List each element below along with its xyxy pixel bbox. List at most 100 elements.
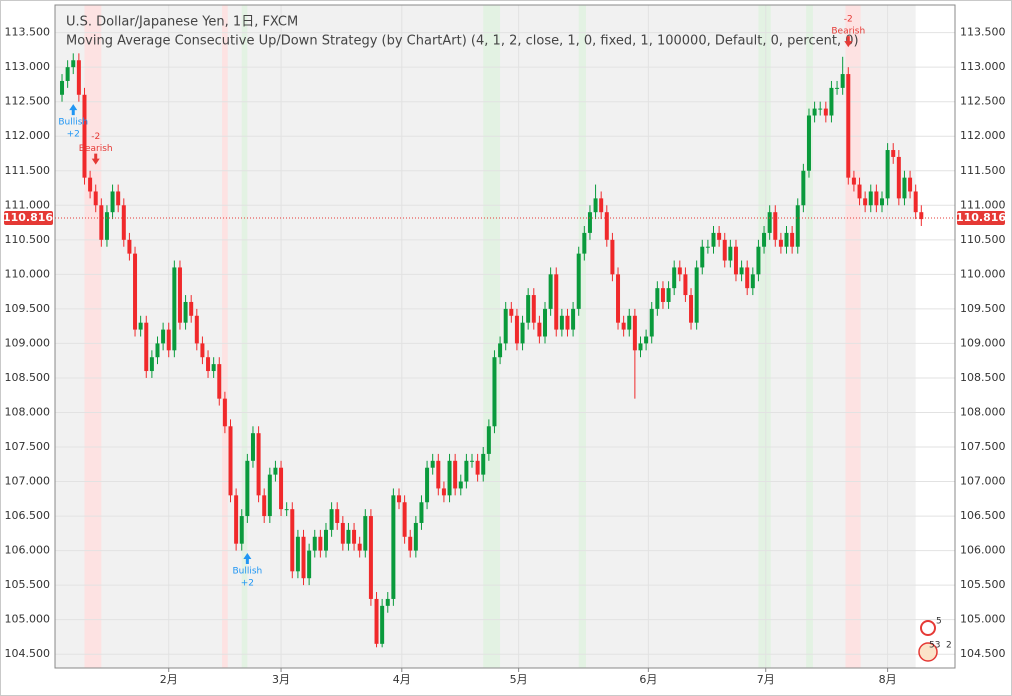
candle-body <box>649 308 654 337</box>
candle-body <box>481 453 486 475</box>
bullish-arrow <box>69 104 78 116</box>
candle-body <box>728 246 733 261</box>
candle-body <box>234 495 239 544</box>
signal-band <box>806 5 813 668</box>
candle-body <box>323 529 328 551</box>
y-tick-label: 109.500 <box>5 302 51 315</box>
y-tick-label: 106.000 <box>5 544 51 557</box>
candle-body <box>335 509 340 523</box>
y-tick-label: 110.500 <box>5 233 51 246</box>
candle-body <box>470 460 475 462</box>
candle-body <box>346 529 351 544</box>
signal-sub: +2 <box>241 578 254 588</box>
signal-band <box>578 5 587 668</box>
candle-body <box>514 315 519 344</box>
candle-body <box>295 536 300 572</box>
candle-body <box>705 246 710 248</box>
candle-body <box>177 267 182 323</box>
candle-body <box>767 212 772 233</box>
candle-body <box>677 267 682 275</box>
candle-body <box>318 536 323 551</box>
candle-body <box>632 315 637 351</box>
signal-label: Bearish <box>79 144 113 154</box>
y-tick-label: 113.000 <box>5 60 51 73</box>
candle-body <box>908 177 913 192</box>
candle-body <box>655 288 660 309</box>
candle-body <box>638 343 643 351</box>
candle-body <box>340 522 345 544</box>
y-tick-label-right: 113.000 <box>960 60 1006 73</box>
y-tick-label: 104.500 <box>5 647 51 660</box>
candle-body <box>408 536 413 551</box>
candle-body <box>116 191 121 206</box>
candle-body <box>762 232 767 247</box>
candle-body <box>582 232 587 254</box>
candle-body <box>200 343 205 358</box>
candle-body <box>104 212 109 240</box>
candle-body <box>211 364 216 372</box>
candle-body <box>155 343 160 358</box>
x-tick-label: 6月 <box>639 673 657 686</box>
candle-body <box>144 322 149 372</box>
candle-body <box>352 529 357 544</box>
candle-body <box>82 94 87 178</box>
candle-body <box>526 295 531 323</box>
candle-body <box>256 433 261 496</box>
y-tick-label: 107.500 <box>5 440 51 453</box>
candle-body <box>172 267 177 351</box>
candle-body <box>644 336 649 344</box>
candle-body <box>222 398 227 427</box>
candle-body <box>110 191 115 213</box>
candle-body <box>486 426 491 454</box>
candle-body <box>795 205 800 247</box>
candle-body <box>391 495 396 599</box>
y-tick-label: 105.000 <box>5 613 51 626</box>
candle-body <box>812 108 817 116</box>
candle-body <box>121 205 126 240</box>
candle-body <box>368 516 373 599</box>
candle-body <box>76 60 81 95</box>
signal-sub: -2 <box>91 132 100 142</box>
candle-body <box>189 301 194 316</box>
candle-body <box>604 212 609 240</box>
candle-body <box>700 246 705 268</box>
y-tick-label-right: 110.500 <box>960 233 1006 246</box>
candle-body <box>851 177 856 185</box>
candle-body <box>436 460 441 489</box>
candle-body <box>722 239 727 261</box>
candle-body <box>801 170 806 206</box>
badge: 5 <box>936 617 942 627</box>
badge-icon <box>920 620 936 636</box>
candle-body <box>902 177 907 199</box>
candle-body <box>672 267 677 289</box>
signal-sub: +2 <box>67 130 80 140</box>
candle-body <box>520 322 525 344</box>
candle-body <box>149 357 154 372</box>
candle-body <box>503 308 508 344</box>
candle-body <box>413 522 418 551</box>
candle-body <box>863 198 868 206</box>
y-tick-label: 108.000 <box>5 405 51 418</box>
candle-body <box>806 115 811 171</box>
badge: 53 <box>929 641 940 651</box>
x-tick-label: 5月 <box>510 673 528 686</box>
candle-body <box>363 516 368 551</box>
candle-body <box>183 301 188 323</box>
candle-body <box>385 598 390 606</box>
candle-body <box>133 253 138 330</box>
candle-body <box>739 267 744 275</box>
candle-body <box>88 177 93 192</box>
last-price-label: 110.816 <box>3 211 53 224</box>
candle-body <box>402 502 407 537</box>
chart-title: U.S. Dollar/Japanese Yen, 1日, FXCM <box>66 15 298 30</box>
candle-body <box>301 536 306 579</box>
y-tick-label: 107.000 <box>5 475 51 488</box>
candle-body <box>217 364 222 399</box>
y-tick-label: 108.500 <box>5 371 51 384</box>
candle-body <box>627 315 632 330</box>
candle-body <box>464 460 469 482</box>
y-tick-label-right: 108.500 <box>960 371 1006 384</box>
signal-band <box>241 5 248 668</box>
candle-body <box>694 267 699 323</box>
